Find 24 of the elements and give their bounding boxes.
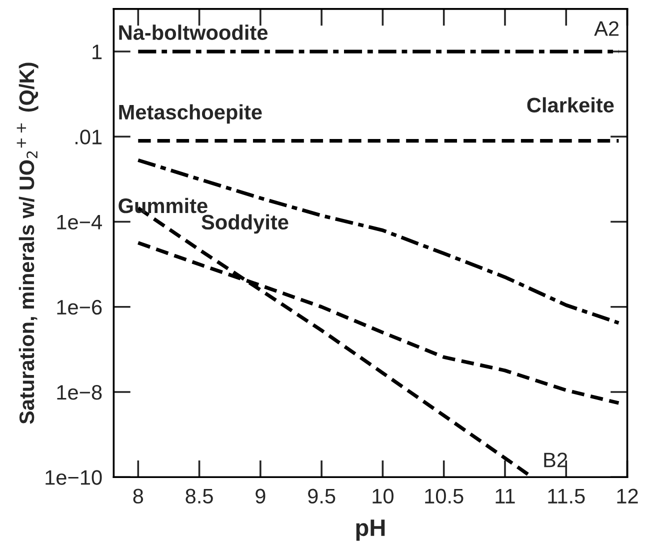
x-tick-label: 10.5 — [425, 488, 464, 504]
x-tick-label: 9.5 — [308, 488, 336, 504]
x-tick-label: 9 — [256, 488, 266, 504]
y-tick-label: 1 — [92, 44, 102, 60]
x-tick-label: 12 — [617, 488, 638, 504]
y-tick-label: 1e−4 — [57, 214, 102, 230]
annotation: A2 — [594, 21, 619, 36]
y-tick-label: 1e−8 — [57, 385, 102, 400]
x-tick-label: 8 — [133, 488, 144, 504]
x-tick-label: 11 — [496, 488, 515, 504]
y-tick-label: .01 — [76, 130, 102, 144]
y-tick-label: 1e−6 — [57, 300, 102, 315]
annotation: Clarkeite — [527, 97, 614, 113]
x-tick-label: 10 — [372, 488, 394, 504]
y-axis-title: Saturation, minerals w/ UO$_{2}$$^{++}$ (Q/K) — [16, 62, 38, 424]
x-tick-label: 8.5 — [186, 488, 213, 504]
x-tick-label: 11.5 — [548, 488, 585, 504]
x-axis-title: pH — [356, 520, 385, 541]
annotation: B2 — [544, 452, 567, 468]
y-tick-label: 1e−10 — [46, 470, 102, 485]
annotation: Metaschoepite — [119, 104, 262, 124]
annotation: Na-boltwoodite — [119, 24, 268, 40]
annotation: Gummite — [118, 198, 208, 214]
annotation: Soddyite — [202, 214, 288, 234]
